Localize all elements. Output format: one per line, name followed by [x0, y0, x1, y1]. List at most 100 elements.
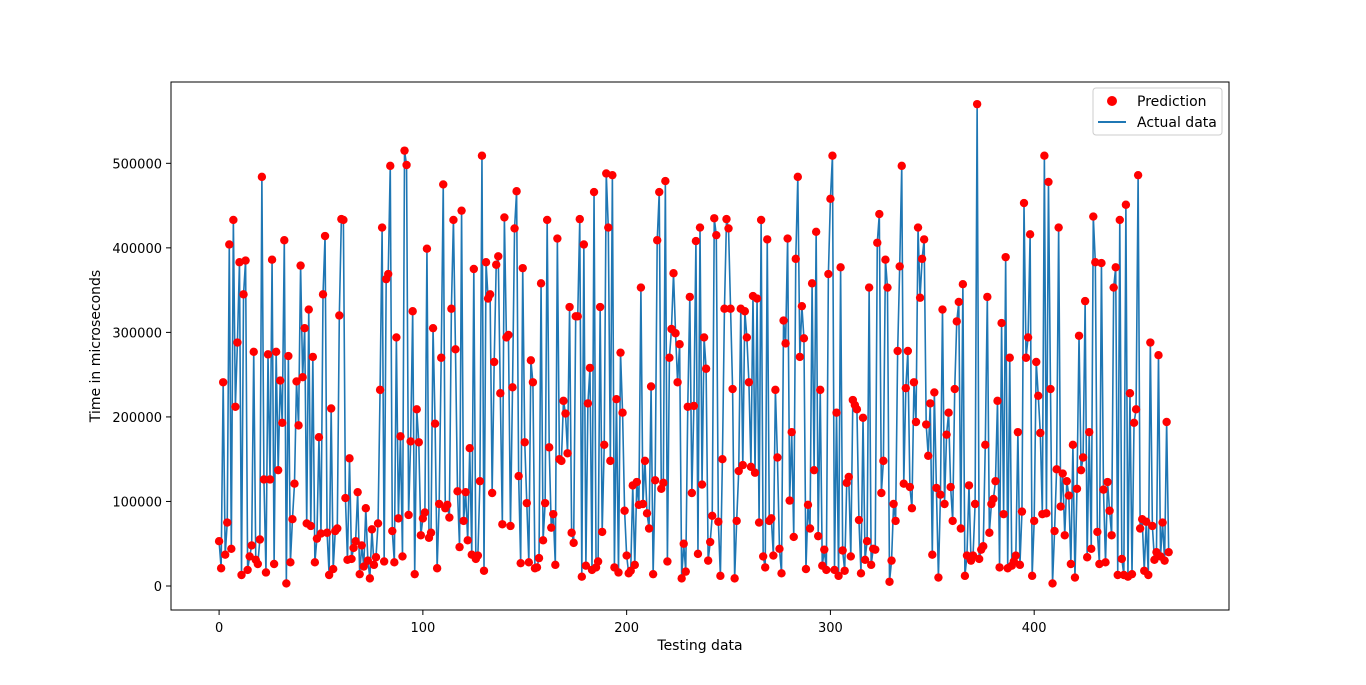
prediction-point	[247, 541, 256, 550]
prediction-point	[901, 383, 911, 393]
prediction-point	[983, 292, 992, 302]
prediction-point	[294, 421, 303, 430]
prediction-point	[612, 394, 621, 404]
prediction-point	[946, 482, 955, 492]
prediction-point	[952, 317, 961, 326]
x-tick-label: 300	[818, 621, 843, 636]
prediction-point	[787, 427, 796, 437]
prediction-point	[883, 283, 892, 292]
prediction-point	[426, 528, 436, 537]
prediction-point	[989, 494, 998, 504]
prediction-point	[691, 236, 701, 246]
prediction-point	[681, 567, 690, 576]
prediction-point	[1060, 531, 1069, 540]
prediction-point	[789, 532, 798, 542]
prediction-point	[1127, 569, 1137, 579]
prediction-point	[897, 161, 906, 171]
prediction-point	[979, 542, 988, 551]
prediction-point	[1154, 351, 1163, 360]
prediction-point	[455, 542, 464, 552]
prediction-point	[469, 264, 479, 274]
prediction-point	[926, 399, 935, 408]
prediction-point	[746, 462, 756, 471]
prediction-point	[938, 305, 947, 314]
prediction-point	[282, 579, 291, 588]
prediction-point	[803, 500, 813, 510]
prediction-point	[373, 519, 383, 528]
prediction-point	[333, 524, 342, 533]
prediction-point	[547, 523, 556, 532]
prediction-point	[606, 456, 615, 466]
prediction-point	[265, 475, 275, 484]
prediction-point	[534, 553, 544, 563]
prediction-point	[310, 558, 320, 567]
prediction-point	[663, 557, 672, 566]
prediction-point	[862, 536, 872, 546]
prediction-point	[600, 440, 609, 450]
prediction-point	[732, 516, 741, 526]
prediction-point	[1150, 555, 1159, 564]
prediction-point	[563, 449, 572, 458]
prediction-point	[799, 334, 809, 343]
prediction-point	[487, 488, 497, 498]
prediction-point	[551, 560, 560, 570]
prediction-point	[758, 552, 768, 561]
plot-area	[170, 81, 1230, 611]
prediction-point	[253, 559, 263, 569]
prediction-point	[494, 252, 503, 261]
prediction-point	[653, 236, 662, 245]
prediction-point	[705, 537, 715, 547]
prediction-point	[542, 215, 552, 225]
prediction-point	[1070, 573, 1080, 582]
prediction-point	[866, 560, 876, 570]
prediction-point	[875, 209, 884, 219]
prediction-point	[1025, 230, 1035, 239]
prediction-point	[428, 323, 438, 333]
prediction-point	[349, 543, 358, 553]
prediction-point	[1034, 391, 1043, 400]
prediction-point	[1023, 333, 1033, 342]
prediction-point	[1017, 507, 1027, 516]
prediction-point	[443, 500, 452, 510]
prediction-point	[1162, 417, 1171, 427]
prediction-point	[241, 256, 250, 265]
prediction-point	[355, 569, 364, 579]
prediction-point	[357, 541, 366, 550]
prediction-point	[477, 151, 487, 160]
prediction-point	[1062, 476, 1072, 486]
prediction-point	[856, 569, 866, 578]
prediction-point	[481, 258, 491, 267]
prediction-point	[567, 528, 576, 537]
prediction-point	[388, 526, 397, 536]
prediction-point	[742, 333, 752, 342]
prediction-point	[538, 536, 548, 545]
prediction-point	[970, 499, 980, 509]
prediction-point	[834, 571, 843, 581]
prediction-point	[1121, 200, 1131, 209]
prediction-point	[1085, 427, 1094, 437]
prediction-point	[1105, 506, 1114, 515]
prediction-point	[390, 558, 399, 567]
prediction-point	[410, 569, 419, 579]
prediction-point	[249, 347, 258, 357]
prediction-point	[1036, 428, 1045, 438]
prediction-point	[1125, 389, 1135, 398]
prediction-point	[805, 524, 815, 533]
prediction-point	[907, 504, 917, 513]
prediction-point	[379, 557, 389, 566]
prediction-point	[1131, 405, 1141, 414]
prediction-point	[269, 559, 279, 569]
prediction-point	[526, 356, 536, 365]
prediction-point	[1117, 554, 1127, 564]
prediction-point	[1058, 469, 1067, 478]
prediction-point	[885, 577, 894, 586]
prediction-point	[306, 521, 315, 531]
prediction-point	[292, 377, 301, 386]
prediction-point	[239, 290, 248, 299]
prediction-point	[316, 529, 326, 538]
prediction-point	[296, 261, 305, 270]
prediction-point	[991, 476, 1000, 486]
prediction-point	[820, 545, 829, 554]
prediction-point	[233, 338, 242, 347]
